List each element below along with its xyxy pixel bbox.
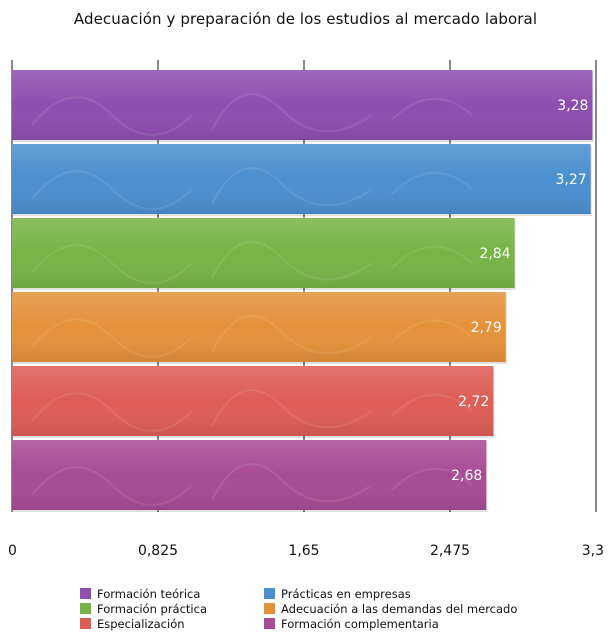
legend-item: Adecuación a las demandas del mercado — [264, 601, 564, 616]
legend-label: Formación práctica — [97, 601, 207, 616]
x-tick-label: 1,65 — [288, 543, 319, 559]
chart-title: Adecuación y preparación de los estudios… — [73, 10, 538, 28]
legend-swatch — [264, 618, 275, 629]
legend-label: Especialización — [97, 616, 185, 631]
legend-swatch — [80, 588, 91, 599]
bar-shading — [12, 218, 515, 288]
bar-group: 2,68 — [12, 440, 488, 512]
x-tick-label: 0 — [8, 543, 17, 559]
bar-value-label: 2,79 — [471, 320, 502, 336]
legend-label: Adecuación a las demandas del mercado — [281, 601, 518, 616]
x-tick-label: 0,825 — [138, 543, 178, 559]
bar-texture — [31, 463, 473, 506]
bar-shading — [12, 440, 487, 510]
bar-value-label: 3,27 — [556, 172, 587, 188]
legend-swatch — [264, 603, 275, 614]
bar-texture — [31, 389, 473, 432]
legend-label: Formación teórica — [97, 586, 201, 601]
legend-item: Formación complementaria — [264, 616, 564, 631]
bar-shading — [12, 70, 593, 140]
legend-item: Especialización — [80, 616, 264, 631]
legend-swatch — [80, 603, 91, 614]
bar-value-label: 3,28 — [557, 98, 588, 114]
bar-value-label: 2,84 — [479, 246, 510, 262]
bar-texture — [31, 167, 473, 210]
legend-label: Prácticas en empresas — [281, 586, 411, 601]
bar-shading — [12, 366, 494, 436]
legend-swatch — [80, 618, 91, 629]
legend-label: Formación complementaria — [281, 616, 439, 631]
bar-value-label: 2,72 — [458, 394, 489, 410]
bar-shading — [12, 292, 506, 362]
bar-texture — [31, 241, 473, 284]
bar-group: 2,84 — [12, 218, 516, 290]
bar-chart: 3,28 3,27 2,84 2,79 2,72 2,68 0 0,825 1,65 2,475… — [8, 60, 604, 559]
bar-shading — [12, 144, 591, 214]
legend-item: Prácticas en empresas — [264, 586, 564, 601]
bar-texture — [31, 93, 473, 136]
legend-item: Formación práctica — [80, 601, 264, 616]
bar-texture — [31, 315, 473, 358]
bar-group: 2,72 — [12, 366, 495, 438]
bar-group: 3,27 — [12, 144, 592, 216]
legend: Formación teórica Prácticas en empresas Fo… — [80, 586, 600, 631]
x-tick-label: 3,3 — [582, 543, 604, 559]
bar-group: 3,28 — [12, 70, 594, 142]
legend-swatch — [264, 588, 275, 599]
legend-item: Formación teórica — [80, 586, 264, 601]
x-tick-label: 2,475 — [430, 543, 470, 559]
bar-value-label: 2,68 — [451, 468, 482, 484]
bar-group: 2,79 — [12, 292, 507, 364]
